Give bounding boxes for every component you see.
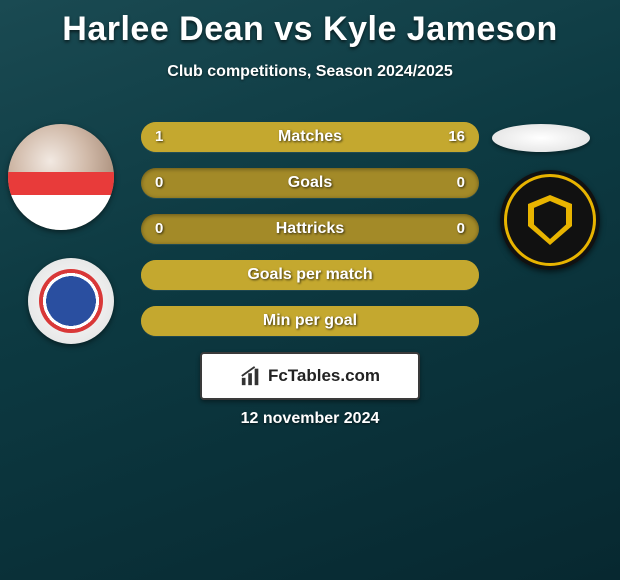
stat-label: Matches xyxy=(141,122,479,152)
branding-text: FcTables.com xyxy=(268,366,380,386)
page-title: Harlee Dean vs Kyle Jameson xyxy=(0,0,620,49)
stat-row: Min per goal xyxy=(141,306,479,336)
stat-label: Goals per match xyxy=(141,260,479,290)
page-subtitle: Club competitions, Season 2024/2025 xyxy=(0,63,620,81)
stats-comparison: 116Matches 00Goals 00Hattricks Goals per ma… xyxy=(0,122,620,352)
comparison-date: 12 november 2024 xyxy=(0,410,620,428)
chart-icon xyxy=(240,365,262,387)
stat-label: Goals xyxy=(141,168,479,198)
stat-row: 116Matches xyxy=(141,122,479,152)
stat-label: Hattricks xyxy=(141,214,479,244)
branding-box[interactable]: FcTables.com xyxy=(200,352,420,400)
stat-row: Goals per match xyxy=(141,260,479,290)
stat-row: 00Goals xyxy=(141,168,479,198)
stat-row: 00Hattricks xyxy=(141,214,479,244)
stat-label: Min per goal xyxy=(141,306,479,336)
